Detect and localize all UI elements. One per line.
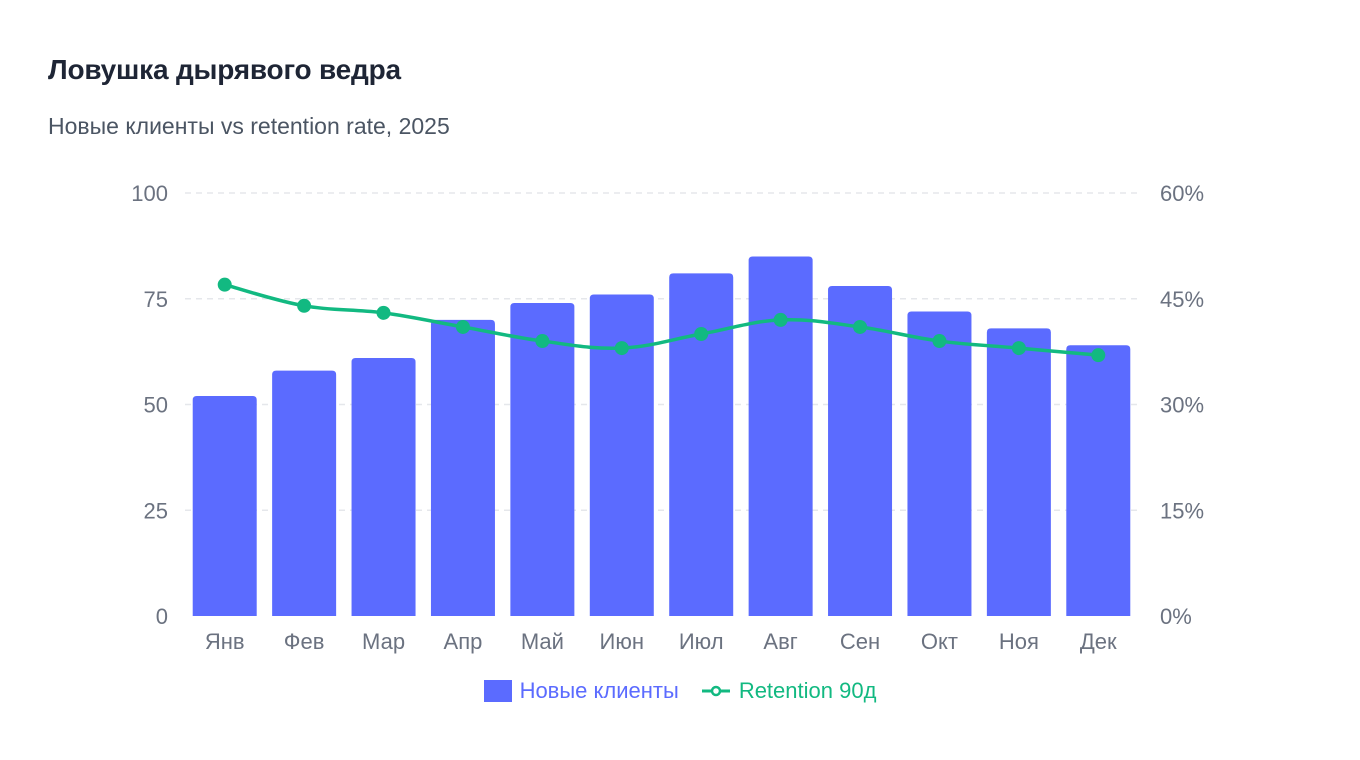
legend-item-line[interactable]: Retention 90д <box>701 678 877 704</box>
bar-Июн[interactable] <box>589 294 654 616</box>
x-tick-label: Апр <box>444 629 483 654</box>
retention-point-Сен[interactable] <box>853 319 868 334</box>
y-right-tick-label: 45% <box>1160 287 1204 312</box>
retention-point-Авг[interactable] <box>773 312 788 327</box>
x-tick-label: Янв <box>205 629 245 654</box>
retention-point-Апр[interactable] <box>455 319 470 334</box>
legend-line-label: Retention 90д <box>738 678 877 703</box>
retention-point-Июн[interactable] <box>614 341 629 356</box>
bar-Авг[interactable] <box>748 256 813 616</box>
y-left-tick-label: 0 <box>156 604 168 629</box>
y-right-tick-label: 0% <box>1160 604 1192 629</box>
x-tick-label: Дек <box>1080 629 1117 654</box>
retention-point-Фев[interactable] <box>297 298 312 313</box>
y-left-tick-label: 100 <box>131 181 168 206</box>
legend-item-bars[interactable]: Новые клиенты <box>483 678 679 704</box>
chart-subtitle: Новые клиенты vs retention rate, 2025 <box>48 113 450 139</box>
bar-Ноя[interactable] <box>986 328 1051 616</box>
bar-series <box>192 256 1131 616</box>
bar-Июл[interactable] <box>669 273 734 616</box>
axis-labels: 0 0% 25 15% 50 30% 75 45% 100 60% Янв Фев Мар Апр Май И… <box>131 181 1204 654</box>
legend-line-swatch <box>701 685 730 697</box>
retention-point-Окт[interactable] <box>932 334 947 349</box>
retention-point-Июл[interactable] <box>694 327 709 341</box>
retention-point-Ноя[interactable] <box>1011 341 1026 356</box>
bar-Апр[interactable] <box>430 319 495 616</box>
retention-point-Дек[interactable] <box>1091 348 1106 363</box>
legend-bar-label: Новые клиенты <box>519 678 679 703</box>
x-tick-label: Май <box>521 629 564 654</box>
chart-title: Ловушка дырявого ведра <box>48 54 401 85</box>
legend: Новые клиенты Retention 90д <box>0 678 1360 704</box>
bar-Сен[interactable] <box>828 286 893 616</box>
bar-Май[interactable] <box>510 302 575 616</box>
y-left-tick-label: 75 <box>144 287 168 312</box>
grid-lines <box>185 192 1138 511</box>
bar-Мар[interactable] <box>351 357 416 616</box>
retention-point-Мар[interactable] <box>376 305 391 320</box>
bar-Дек[interactable] <box>1066 345 1131 616</box>
legend-bar-swatch <box>483 680 512 702</box>
y-right-tick-label: 60% <box>1160 181 1204 206</box>
x-tick-label: Мар <box>362 629 405 654</box>
y-left-tick-label: 25 <box>144 498 168 523</box>
bar-Янв[interactable] <box>192 396 257 616</box>
line-series <box>217 277 1106 363</box>
x-tick-label: Июл <box>679 629 724 654</box>
x-tick-label: Окт <box>921 629 958 654</box>
y-right-tick-label: 15% <box>1160 498 1204 523</box>
retention-point-Май[interactable] <box>535 334 550 349</box>
y-left-tick-label: 50 <box>144 393 168 418</box>
bar-Фев[interactable] <box>272 370 337 616</box>
x-tick-label: Фев <box>284 629 325 654</box>
bar-Окт[interactable] <box>907 311 972 616</box>
x-tick-label: Ноя <box>999 629 1039 654</box>
x-tick-label: Июн <box>600 629 644 654</box>
retention-point-Янв[interactable] <box>217 277 232 292</box>
y-right-tick-label: 30% <box>1160 393 1204 418</box>
x-tick-label: Авг <box>763 629 797 654</box>
x-tick-label: Сен <box>840 629 880 654</box>
